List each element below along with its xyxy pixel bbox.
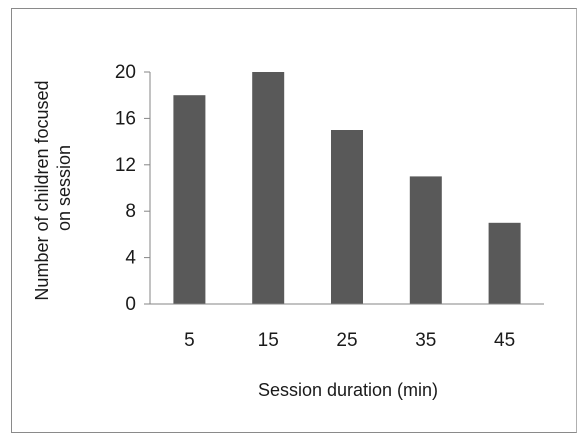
y-tick-label: 8 <box>125 201 136 222</box>
chart-frame <box>11 8 577 433</box>
bars <box>173 72 521 304</box>
y-axis-title-line-1: Number of children focused <box>32 80 52 300</box>
y-axis-tick-marks <box>144 71 150 305</box>
bar-25 <box>331 130 363 304</box>
y-axis-tick-labels: 0 4 8 12 16 20 <box>115 62 137 315</box>
y-tick-label: 12 <box>115 155 136 176</box>
y-tick-label: 16 <box>115 108 136 129</box>
y-tick-label: 0 <box>125 294 136 315</box>
bar-5 <box>173 95 206 304</box>
bar-45 <box>488 222 521 304</box>
y-axis-title-line-2: on session <box>54 145 74 231</box>
y-axis-title: Number of children focused on session <box>32 75 74 300</box>
x-tick-label: 25 <box>336 330 357 351</box>
x-axis-tick-labels: 5 15 25 35 45 <box>184 330 515 351</box>
x-tick-label: 35 <box>415 330 436 351</box>
x-tick-label: 15 <box>258 330 279 351</box>
bar-35 <box>409 176 442 304</box>
x-tick-label: 45 <box>494 330 515 351</box>
x-tick-label: 5 <box>184 330 195 351</box>
y-tick-label: 4 <box>125 248 136 269</box>
bar-15 <box>252 72 285 304</box>
y-tick-label: 20 <box>115 62 136 83</box>
x-axis-title: Session duration (min) <box>258 380 438 400</box>
